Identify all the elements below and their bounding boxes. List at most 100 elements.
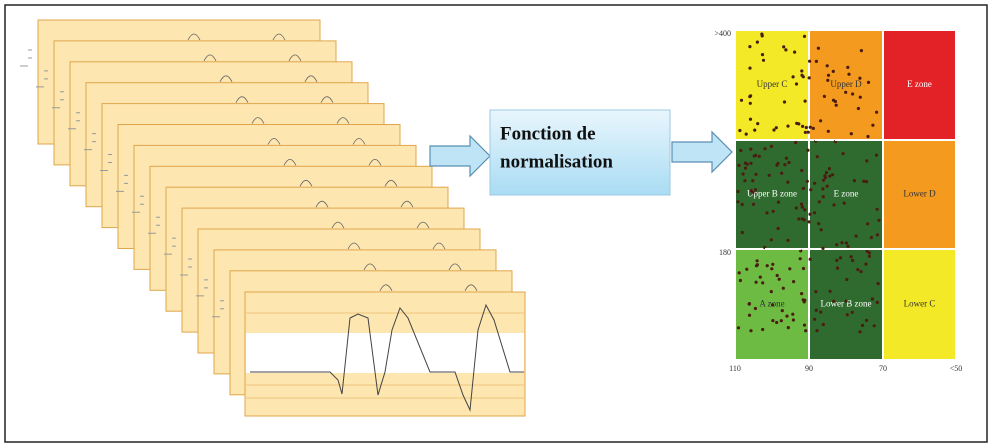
dot (875, 207, 879, 211)
dot (769, 144, 774, 148)
dot (846, 65, 850, 69)
zone-cell (884, 31, 955, 139)
dot (814, 59, 819, 64)
box-text: normalisation (500, 151, 613, 172)
dot (864, 262, 868, 266)
pulse (315, 200, 414, 208)
dot (747, 302, 751, 306)
dot (811, 126, 815, 130)
zone-label: Upper D (830, 79, 862, 89)
dot (856, 268, 860, 272)
x-axis-label: <50 (950, 364, 963, 373)
dot (800, 292, 804, 296)
zone-grid: Upper C Upper D E zone Upper B zone E zone Lo… (714, 29, 962, 373)
dot (821, 187, 825, 191)
dot (831, 173, 835, 177)
dot (749, 147, 753, 151)
pulse (347, 242, 446, 250)
dot (866, 222, 870, 226)
pulse (187, 33, 286, 41)
tick-marks (148, 216, 160, 234)
x-axis-label: 110 (729, 364, 741, 373)
dot (859, 49, 864, 53)
dot (740, 202, 744, 207)
dot (786, 124, 790, 128)
tick-marks (212, 300, 224, 318)
dot (780, 309, 784, 313)
dot (877, 218, 881, 222)
dot (871, 123, 875, 127)
y-axis-label: 180 (719, 248, 731, 257)
dot (786, 326, 790, 330)
pulse (299, 179, 398, 187)
dot (800, 168, 804, 173)
dot (761, 58, 766, 62)
tick-marks (68, 112, 80, 130)
dot (788, 267, 792, 271)
dot (807, 220, 811, 224)
dot (844, 299, 848, 303)
zone-label: Upper B zone (747, 189, 797, 199)
dot (801, 124, 805, 128)
zone-cell (884, 250, 955, 359)
dot (807, 76, 811, 80)
dot (763, 147, 767, 151)
dot (862, 179, 866, 183)
dot (791, 312, 795, 316)
dot (792, 280, 796, 284)
tick-marks (100, 154, 112, 171)
dot (771, 209, 775, 213)
dot (799, 249, 803, 253)
dot (748, 95, 752, 99)
pulse (219, 75, 318, 82)
dot (805, 179, 809, 183)
dot (751, 179, 755, 183)
dot (741, 172, 745, 176)
zone-label: E zone (907, 79, 932, 89)
dot (821, 246, 825, 250)
dot (802, 34, 807, 39)
dot (748, 66, 752, 70)
dot (749, 329, 753, 333)
dot (875, 233, 880, 237)
dot (767, 173, 771, 177)
dot (865, 318, 869, 322)
dot (797, 217, 801, 221)
dot (791, 75, 795, 79)
dot (754, 172, 758, 176)
dot (800, 73, 804, 77)
dot (780, 171, 784, 175)
dot (819, 119, 823, 123)
tick-marks (132, 195, 144, 213)
dot (822, 94, 827, 98)
dot (826, 73, 831, 77)
dot (737, 163, 741, 167)
dot (753, 306, 758, 311)
dot (757, 154, 761, 158)
dot (793, 50, 797, 54)
dot (808, 212, 812, 216)
dot (794, 206, 798, 210)
dot (808, 59, 812, 63)
dot (865, 249, 869, 253)
dot (760, 53, 765, 57)
dot (776, 200, 781, 204)
dot (803, 130, 808, 134)
pulse (283, 159, 382, 166)
dot (800, 217, 804, 221)
dot (755, 40, 760, 44)
dot (812, 211, 817, 215)
dot (826, 129, 830, 133)
dot (832, 203, 836, 207)
tick-marks (180, 258, 192, 276)
dot (852, 179, 857, 183)
dot (840, 241, 844, 245)
waveform (250, 303, 524, 412)
tick-marks (164, 237, 176, 255)
dot (816, 46, 821, 50)
dot (739, 98, 744, 102)
dot (808, 125, 812, 129)
dot (752, 154, 756, 158)
dot (755, 259, 759, 263)
